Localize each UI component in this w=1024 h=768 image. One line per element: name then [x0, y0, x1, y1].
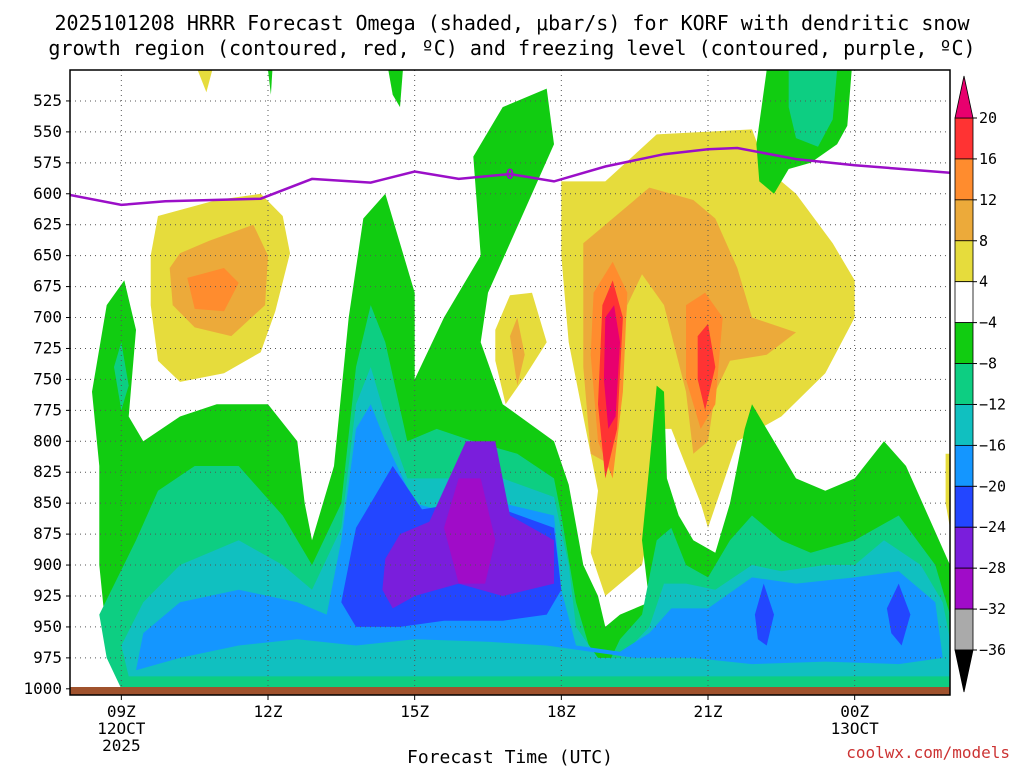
omega-region-sinking-east-16b: [697, 323, 716, 411]
y-tick-label: 750: [33, 369, 62, 388]
colorbar-swatch: [954, 322, 974, 364]
colorbar-swatch: [954, 485, 974, 528]
colorbar-label: −24: [979, 518, 1006, 536]
x-tick-label: 00Z: [840, 702, 869, 721]
colorbar-swatch: [954, 444, 974, 487]
y-tick-label: 1000: [23, 679, 62, 698]
colorbar-label: 12: [979, 191, 997, 209]
y-tick-label: 800: [33, 431, 62, 450]
y-tick-label: 950: [33, 617, 62, 636]
omega-region-sinking-mid-small-8: [510, 317, 525, 386]
colorbar-label: −28: [979, 559, 1006, 577]
colorbar-label: −4: [979, 314, 997, 332]
plot-area: 0: [70, 70, 950, 695]
omega-region-sinking-west-12: [187, 268, 239, 312]
omega-region-rising-8-top: [788, 70, 838, 147]
y-tick-label: 975: [33, 648, 62, 667]
omega-region-rising-tiny-a: [268, 70, 273, 95]
y-tick-label: 775: [33, 400, 62, 419]
colorbar-swatch: [954, 526, 974, 569]
sinking-regions: [150, 70, 950, 596]
y-tick-label: 550: [33, 122, 62, 141]
x-tick-label: 12OCT: [97, 719, 146, 738]
freezing-level-label: 0: [506, 167, 514, 183]
omega-region-rising-20-east-a: [754, 583, 774, 646]
y-axis: 525 550 575 600 625 650 675 700 725 750 775 800 825 8…: [23, 91, 70, 698]
x-tick-label: 12Z: [254, 702, 283, 721]
y-tick-label: 625: [33, 215, 62, 234]
colorbar-swatch: [954, 281, 974, 324]
x-tick-label: 21Z: [694, 702, 723, 721]
x-tick-label: 09Z: [107, 702, 136, 721]
y-tick-label: 725: [33, 338, 62, 357]
colorbar-label: −32: [979, 600, 1006, 618]
colorbar: 20 16 12 8 4 −4 −8 −12 −16 −20 −24 −28 −32 −36: [954, 75, 1006, 693]
colorbar-swatch: [954, 363, 974, 405]
freezing-level-line: [70, 146, 950, 207]
colorbar-label: 16: [979, 150, 997, 168]
colorbar-label: −36: [979, 641, 1006, 659]
plot-frame: [69, 69, 951, 696]
colorbar-label: −12: [979, 395, 1006, 413]
chart-title-line-1: 2025101208 HRRR Forecast Omega (shaded, …: [54, 11, 970, 35]
credit-text: coolwx.com/models: [846, 743, 1010, 762]
y-tick-label: 900: [33, 555, 62, 574]
colorbar-swatch: [954, 567, 974, 610]
ground-strip: [70, 687, 950, 695]
y-tick-label: 925: [33, 586, 62, 605]
colorbar-label: 8: [979, 232, 988, 250]
y-tick-label: 650: [33, 246, 62, 265]
y-tick-label: 700: [33, 308, 62, 327]
colorbar-label: −8: [979, 355, 997, 373]
colorbar-swatch: [954, 608, 974, 651]
colorbar-swatch: [954, 199, 974, 242]
y-tick-label: 850: [33, 493, 62, 512]
y-tick-label: 600: [33, 184, 62, 203]
colorbar-swatch: [954, 117, 974, 160]
colorbar-label: 20: [979, 109, 997, 127]
y-tick-label: 825: [33, 462, 62, 481]
omega-region-rising-28-core: [444, 478, 496, 584]
colorbar-bottom-arrow: [954, 649, 974, 693]
omega-region-sinking-east-20: [603, 305, 620, 429]
omega-region-sinking-small-top-a: [197, 70, 213, 93]
omega-region-rising-top-a: [388, 70, 403, 108]
x-tick-label: 2025: [102, 736, 141, 755]
omega-region-rising-20-east-b: [886, 583, 911, 646]
x-tick-label: 13OCT: [831, 719, 880, 738]
x-tick-label: 15Z: [400, 702, 429, 721]
x-tick-label: 18Z: [547, 702, 576, 721]
y-tick-label: 575: [33, 153, 62, 172]
colorbar-label: −20: [979, 477, 1006, 495]
colorbar-swatch: [954, 240, 974, 283]
omega-region-rising-8-west-small: [114, 342, 129, 411]
x-axis-title: Forecast Time (UTC): [407, 747, 613, 768]
freezing-level-layer: 0: [70, 146, 950, 207]
y-tick-label: 675: [33, 277, 62, 296]
colorbar-label: −16: [979, 436, 1006, 454]
omega-region-sinking-far-east: [945, 453, 950, 528]
colorbar-swatch: [954, 404, 974, 446]
colorbar-swatch: [954, 158, 974, 201]
colorbar-top-arrow: [954, 75, 974, 119]
y-tick-label: 525: [33, 91, 62, 110]
y-tick-label: 875: [33, 524, 62, 543]
colorbar-label: 4: [979, 273, 988, 291]
chart-title-line-2: growth region (contoured, red, ºC) and f…: [48, 36, 975, 60]
rising-inner-regions: [99, 70, 950, 689]
